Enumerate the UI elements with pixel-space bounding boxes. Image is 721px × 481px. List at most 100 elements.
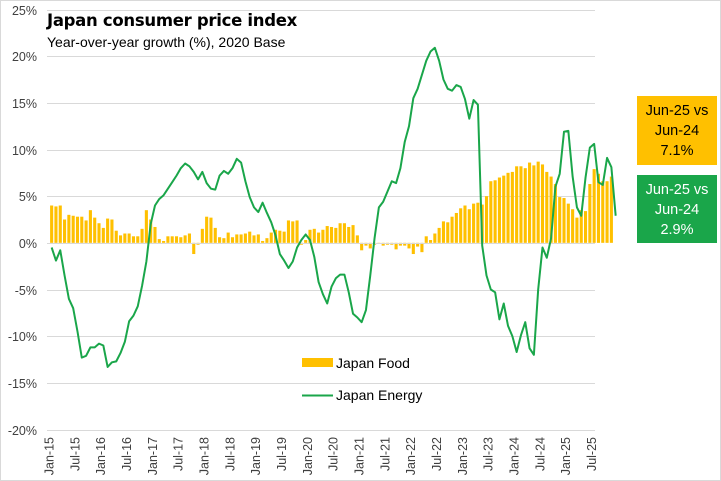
food-bar — [291, 221, 295, 243]
food-bar — [493, 180, 497, 243]
food-bar — [84, 220, 88, 243]
food-bar — [575, 217, 579, 243]
y-tick-label: -5% — [15, 284, 37, 298]
food-bar — [588, 184, 592, 243]
food-bar — [355, 235, 359, 243]
food-bar — [553, 184, 557, 243]
food-callout-value: 7.1% — [660, 143, 694, 159]
food-bar — [545, 171, 549, 243]
food-bar — [192, 242, 196, 255]
food-bar — [368, 242, 372, 249]
food-bar — [239, 234, 243, 243]
food-bar — [101, 227, 105, 243]
x-tick-label: Jan-19 — [249, 437, 263, 475]
food-bars — [50, 161, 613, 255]
food-bar — [446, 222, 450, 243]
food-bar — [226, 232, 230, 243]
x-tick-label: Jan-22 — [404, 437, 418, 475]
food-bar — [265, 238, 269, 243]
food-bar — [364, 242, 368, 246]
food-bar — [411, 242, 415, 255]
food-bar — [80, 216, 84, 243]
food-bar — [338, 223, 342, 243]
food-bar — [424, 236, 428, 243]
y-tick-label: -10% — [8, 330, 37, 344]
x-tick-label: Jan-23 — [456, 437, 470, 475]
energy-callout-value: 2.9% — [660, 222, 694, 238]
food-bar — [218, 237, 222, 243]
food-bar — [592, 169, 596, 243]
food-bar — [71, 215, 75, 243]
energy-line — [50, 46, 617, 368]
food-bar — [174, 236, 179, 243]
food-bar — [463, 205, 467, 243]
food-bar — [519, 166, 523, 243]
food-bar — [360, 242, 364, 251]
x-tick-label: Jul-23 — [482, 437, 496, 471]
food-bar — [235, 234, 239, 243]
food-bar — [571, 209, 575, 243]
food-bar — [394, 242, 398, 250]
chart-title: Japan consumer price index — [47, 11, 297, 30]
food-bar — [183, 235, 187, 243]
legend-food-swatch — [302, 358, 333, 367]
chart-subtitle: Year-over-year growth (%), 2020 Base — [47, 34, 286, 50]
food-bar — [54, 206, 58, 243]
food-bar — [334, 227, 338, 243]
food-callout-line1: Jun-25 vs — [645, 103, 709, 119]
food-bar — [450, 216, 454, 243]
food-bar — [510, 171, 514, 243]
x-tick-label: Jul-21 — [378, 437, 392, 471]
food-bar — [342, 223, 346, 243]
food-bar — [127, 233, 131, 243]
food-bar — [459, 208, 463, 243]
x-tick-label: Jan-25 — [559, 437, 573, 475]
food-bar — [536, 161, 540, 243]
food-bar — [282, 231, 286, 243]
x-tick-label: Jan-15 — [43, 437, 57, 475]
energy-line-group — [50, 46, 617, 368]
food-bar — [248, 231, 252, 243]
x-tick-label: Jul-16 — [120, 437, 134, 471]
y-tick-label: -20% — [8, 424, 37, 438]
food-bar — [407, 242, 411, 249]
food-bar — [532, 165, 536, 243]
x-tick-label: Jan-21 — [353, 437, 367, 475]
x-tick-label: Jul-20 — [327, 437, 341, 471]
food-bar — [286, 220, 291, 243]
food-bar — [209, 217, 213, 243]
food-bar — [213, 227, 217, 243]
x-tick-label: Jan-16 — [94, 437, 108, 475]
food-bar — [583, 211, 588, 243]
y-tick-label: 15% — [12, 97, 37, 111]
food-bar — [312, 228, 316, 243]
y-tick-label: 10% — [12, 144, 37, 158]
food-bar — [472, 203, 476, 243]
food-bar — [476, 202, 480, 243]
food-bar — [63, 219, 67, 243]
food-bar — [321, 229, 325, 243]
food-bar — [131, 236, 136, 243]
food-bar — [123, 233, 127, 243]
food-bar — [325, 226, 329, 243]
food-bar — [256, 234, 260, 243]
food-bar — [157, 239, 161, 243]
food-bar — [144, 210, 148, 243]
food-bar — [558, 197, 562, 243]
food-bar — [110, 219, 114, 243]
legend-energy-label: Japan Energy — [336, 387, 423, 403]
food-bar — [605, 181, 609, 243]
food-bar — [153, 226, 157, 243]
food-bar — [403, 242, 407, 246]
food-bar — [222, 238, 226, 243]
food-bar — [596, 173, 601, 243]
x-tick-label: Jan-20 — [301, 437, 315, 475]
food-bar — [118, 235, 123, 243]
legend-food-label: Japan Food — [336, 355, 410, 371]
y-tick-label: 20% — [12, 50, 37, 64]
food-bar — [252, 235, 256, 243]
food-bar — [114, 230, 118, 243]
food-callout: Jun-25 vs Jun-24 7.1% — [637, 96, 717, 165]
x-tick-label: Jul-22 — [430, 437, 444, 471]
energy-callout-line1: Jun-25 vs — [645, 182, 709, 198]
